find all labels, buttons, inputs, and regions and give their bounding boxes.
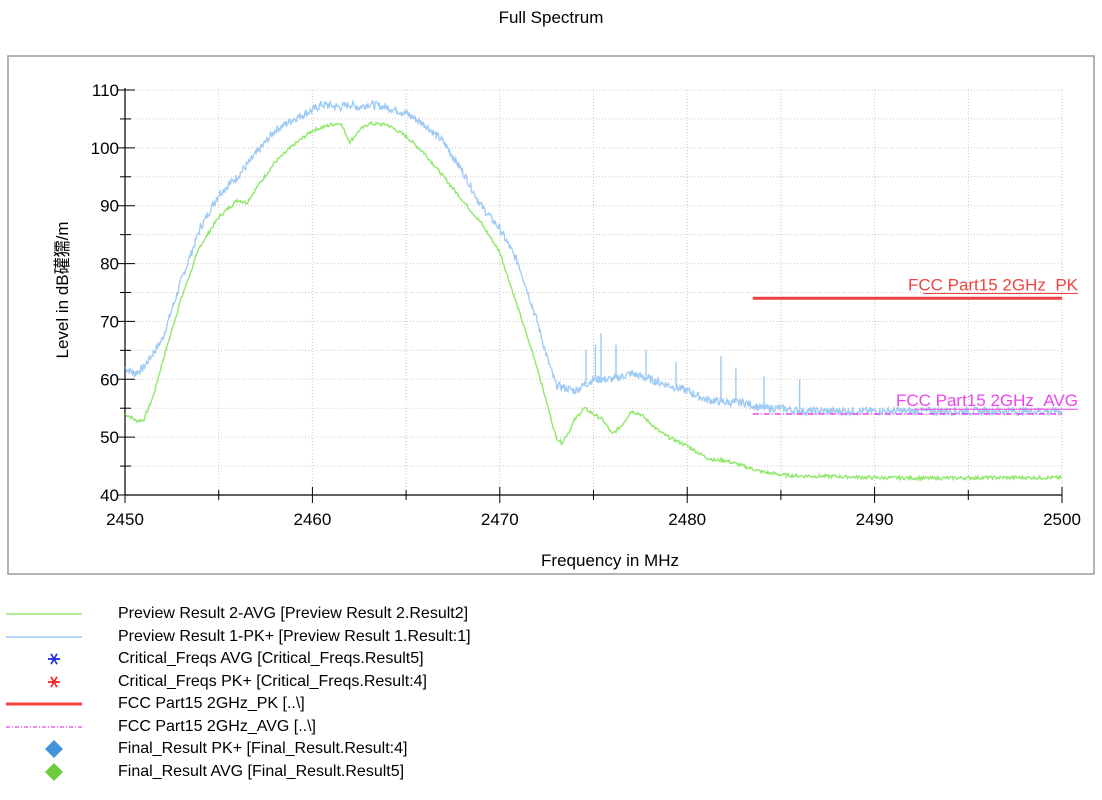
legend-label: Final_Result PK+ [Final_Result.Result:4]: [118, 740, 408, 757]
legend-item: Critical_Freqs PK+ [Critical_Freqs.Resul…: [0, 672, 700, 692]
x-tick-label: 2460: [293, 510, 331, 529]
legend-label: FCC Part15 2GHz_AVG [..\]: [118, 717, 316, 735]
legend-dashdot-line-icon: [6, 725, 82, 728]
series-layer: [124, 99, 1063, 482]
legend-label: FCC Part15 2GHz_PK [..\]: [118, 695, 305, 712]
legend-item: Preview Result 1-PK+ [Preview Result 1.R…: [0, 627, 700, 647]
x-tick-label: 2450: [106, 510, 144, 529]
asterisk-icon: [48, 653, 60, 665]
x-tick-label: 2490: [856, 510, 894, 529]
legend-thick-line-icon: [6, 702, 82, 706]
legend-item: FCC Part15 2GHz_PK [..\]: [0, 694, 700, 714]
y-tick-label: 90: [100, 197, 119, 216]
legend-item: Preview Result 2-AVG [Preview Result 2.R…: [0, 604, 700, 624]
legend-label: Critical_Freqs PK+ [Critical_Freqs.Resul…: [118, 672, 427, 690]
legend-item: Final_Result AVG [Final_Result.Result5]: [0, 762, 700, 782]
x-tick-label: 2500: [1043, 510, 1081, 529]
legend-line-icon: [6, 635, 82, 638]
chart-plot: 2450 2460 2470 2480 2490 2500 40 50 60 70 80 90 100 1…: [7, 55, 1095, 575]
diamond-icon: [45, 740, 63, 758]
diamond-shape: [45, 740, 63, 758]
x-axis-label: Frequency in MHz: [541, 551, 679, 570]
y-tick-label: 60: [100, 370, 119, 389]
y-tick-label: 50: [100, 428, 119, 447]
limit-annotation: FCC Part15 2GHz_AVG: [896, 391, 1078, 410]
legend-item: Final_Result PK+ [Final_Result.Result:4]: [0, 739, 700, 759]
legend-item: FCC Part15 2GHz_AVG [..\]: [0, 717, 700, 737]
y-tick-label: 100: [91, 139, 119, 158]
asterisk-icon: [48, 675, 60, 688]
annotation-layer: FCC Part15 2GHz_PK FCC Part15 2GHz_AVG: [896, 276, 1079, 411]
series-line-pk: [124, 99, 1063, 418]
legend-label: Preview Result 1-PK+ [Preview Result 1.R…: [118, 627, 471, 645]
grid-lines: [124, 89, 1063, 496]
legend-label: Final_Result AVG [Final_Result.Result5]: [118, 762, 405, 780]
y-tick-label: 80: [100, 255, 119, 274]
legend-item: Critical_Freqs AVG [Critical_Freqs.Resul…: [0, 649, 700, 669]
y-tick-label: 110: [92, 81, 119, 100]
x-tick-label: 2470: [481, 510, 519, 529]
legend-label: Critical_Freqs AVG [Critical_Freqs.Resul…: [118, 650, 424, 667]
x-tick-label: 2480: [668, 510, 706, 529]
legend-label: Preview Result 2-AVG [Preview Result 2.R…: [118, 605, 469, 622]
y-axis-label: Level in dB礶獳/m: [53, 222, 72, 359]
diamond-shape: [45, 762, 63, 781]
axes: 2450 2460 2470 2480 2490 2500 40 50 60 70 80 90 100 1…: [91, 81, 1081, 529]
chart-title: Full Spectrum: [498, 8, 604, 27]
limit-annotation: FCC Part15 2GHz_PK: [908, 276, 1079, 295]
diamond-icon: [45, 762, 63, 781]
series-line-avg: [124, 120, 1063, 482]
legend: Preview Result 2-AVG [Preview Result 2.R…: [0, 596, 1102, 800]
chart-frame: [7, 55, 1095, 575]
y-tick-label: 70: [100, 312, 119, 331]
legend-line-icon: [6, 613, 82, 615]
y-tick-label: 40: [100, 486, 119, 505]
